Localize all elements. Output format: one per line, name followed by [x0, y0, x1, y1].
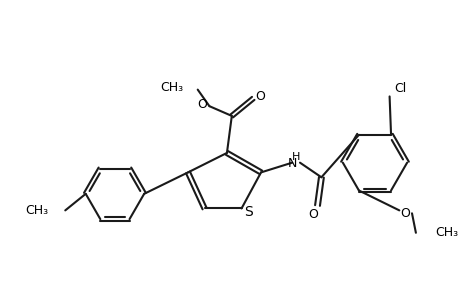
Text: N: N	[287, 157, 296, 170]
Text: CH₃: CH₃	[160, 81, 183, 94]
Text: S: S	[243, 205, 252, 219]
Text: O: O	[308, 208, 318, 221]
Text: CH₃: CH₃	[434, 226, 458, 239]
Text: O: O	[197, 98, 207, 111]
Text: CH₃: CH₃	[26, 204, 49, 217]
Text: O: O	[255, 90, 264, 103]
Text: Cl: Cl	[393, 82, 406, 95]
Text: O: O	[399, 207, 409, 220]
Text: H: H	[291, 152, 300, 162]
